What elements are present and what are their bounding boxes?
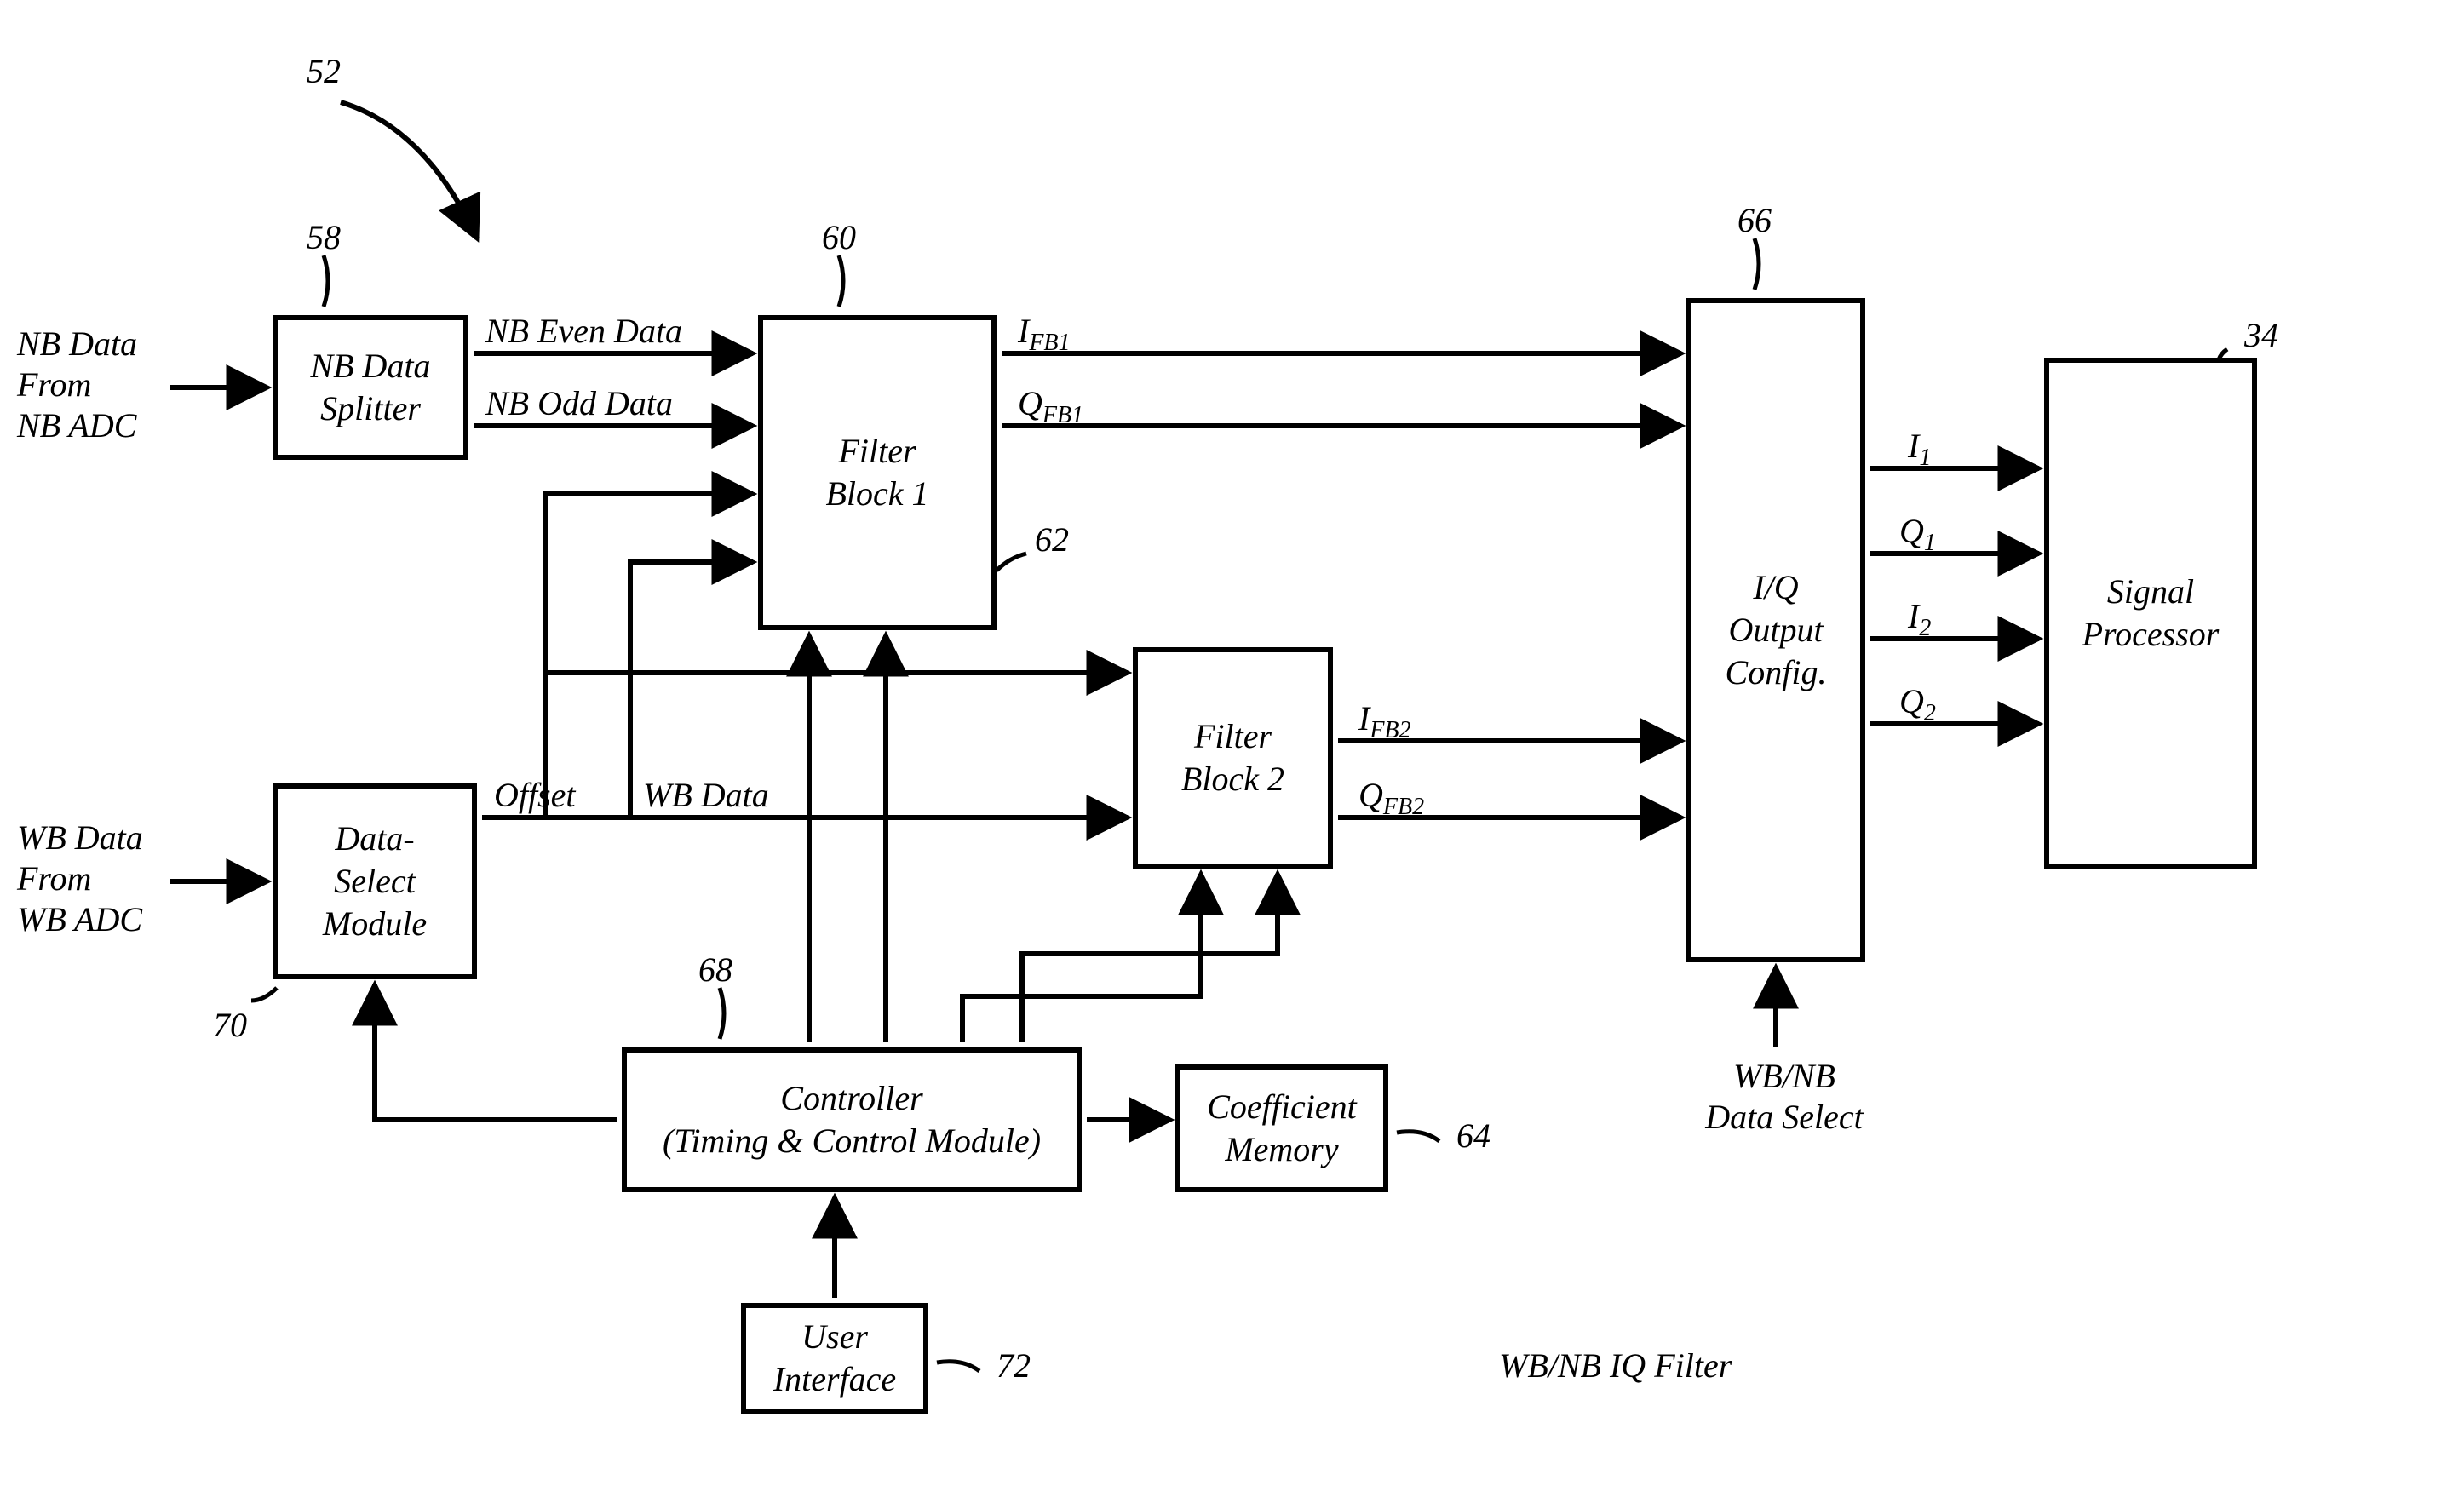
ref-68: 68: [698, 950, 732, 990]
block-data-select-label: Data-SelectModule: [323, 818, 427, 945]
block-filter-1: FilterBlock 1: [758, 315, 997, 630]
block-data-select: Data-SelectModule: [273, 783, 477, 979]
ref-64: 64: [1456, 1116, 1490, 1156]
block-signal-processor: SignalProcessor: [2044, 358, 2257, 869]
label-nb-even: NB Even Data: [485, 311, 682, 352]
block-iq-output: I/QOutputConfig.: [1686, 298, 1865, 962]
label-q1: Q1: [1899, 511, 1936, 558]
label-nb-odd: NB Odd Data: [485, 383, 673, 424]
block-controller: Controller(Timing & Control Module): [622, 1047, 1082, 1192]
block-filter-2-label: FilterBlock 2: [1181, 715, 1284, 800]
ref-66: 66: [1737, 200, 1772, 241]
ref-leader-60: [839, 255, 843, 307]
ref-leader-66: [1755, 238, 1759, 290]
ref-leader-62: [997, 554, 1026, 571]
block-iq-output-label: I/QOutputConfig.: [1726, 566, 1827, 694]
label-offset: Offset: [494, 775, 576, 816]
ref-60: 60: [822, 217, 856, 258]
block-coeff-memory-label: CoefficientMemory: [1207, 1086, 1357, 1171]
label-ifb2: IFB2: [1358, 698, 1411, 745]
edge-ctrl-to-fb2-a: [962, 874, 1201, 1042]
block-signal-processor-label: SignalProcessor: [2082, 571, 2220, 656]
diagram-title: WB/NB IQ Filter: [1499, 1345, 1732, 1386]
ref-leader-58: [324, 255, 328, 307]
ref-leader-70: [251, 988, 277, 1001]
label-i2: I2: [1908, 596, 1931, 643]
ref-62: 62: [1035, 519, 1069, 560]
label-i1: I1: [1908, 426, 1931, 473]
block-user-interface-label: UserInterface: [773, 1316, 896, 1401]
label-wbdata: WB Data: [643, 775, 769, 816]
edge-offset-to-fb1: [545, 494, 753, 818]
block-user-interface: UserInterface: [741, 1303, 928, 1414]
label-qfb1: QFB1: [1018, 383, 1083, 430]
block-coeff-memory: CoefficientMemory: [1175, 1064, 1388, 1192]
label-wb-input: WB DataFromWB ADC: [17, 818, 170, 940]
ref-leader-72: [937, 1362, 979, 1371]
figure-ref-arrow: [341, 102, 477, 238]
ref-70: 70: [213, 1005, 247, 1046]
label-q2: Q2: [1899, 681, 1936, 728]
ref-leader-68: [720, 988, 724, 1039]
label-qfb2: QFB2: [1358, 775, 1424, 822]
block-controller-label: Controller(Timing & Control Module): [663, 1077, 1041, 1162]
label-ifb1: IFB1: [1018, 311, 1071, 358]
ref-72: 72: [997, 1345, 1031, 1386]
block-filter-1-label: FilterBlock 1: [825, 430, 928, 515]
ref-34: 34: [2244, 315, 2278, 356]
edge-ctrl-to-ds: [375, 984, 617, 1120]
ref-leader-64: [1397, 1132, 1439, 1141]
block-nb-splitter-label: NB DataSplitter: [310, 345, 430, 430]
label-wbnb-select: WB/NBData Select: [1691, 1056, 1878, 1138]
diagram-canvas: NB DataSplitter FilterBlock 1 FilterBloc…: [0, 0, 2464, 1509]
edge-ctrl-to-fb2-b: [1022, 874, 1278, 1042]
ref-52: 52: [307, 51, 341, 92]
ref-58: 58: [307, 217, 341, 258]
block-nb-splitter: NB DataSplitter: [273, 315, 468, 460]
label-nb-input: NB DataFromNB ADC: [17, 324, 170, 446]
block-filter-2: FilterBlock 2: [1133, 647, 1333, 869]
